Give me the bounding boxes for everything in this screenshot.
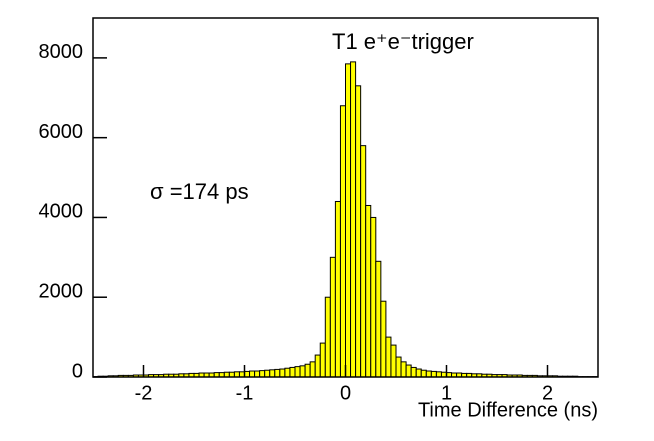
bar xyxy=(431,371,436,377)
bar xyxy=(305,364,310,377)
bar xyxy=(371,217,376,377)
bar xyxy=(340,106,345,377)
bar xyxy=(376,261,381,377)
y-tick-label: 6000 xyxy=(39,121,84,143)
x-tick-label: 2 xyxy=(542,382,553,404)
bar xyxy=(280,369,285,377)
x-tick-label: -1 xyxy=(236,382,254,404)
bar xyxy=(406,365,411,377)
bar xyxy=(315,355,320,377)
bar xyxy=(386,337,391,377)
bar xyxy=(325,297,330,377)
bar xyxy=(270,370,275,377)
bar xyxy=(234,372,239,377)
bar xyxy=(381,301,386,377)
x-tick-label: 0 xyxy=(340,382,351,404)
bar xyxy=(255,371,260,377)
bar xyxy=(335,201,340,377)
annotation: σ =174 ps xyxy=(150,179,249,204)
y-tick-label: 8000 xyxy=(39,41,84,63)
bar xyxy=(310,362,315,377)
bar xyxy=(351,62,356,377)
x-tick-label: -2 xyxy=(135,382,153,404)
bar xyxy=(416,369,421,377)
bar xyxy=(436,372,441,377)
bar xyxy=(361,146,366,377)
bar xyxy=(239,372,244,377)
bar xyxy=(411,367,416,377)
bar xyxy=(391,345,396,377)
bar xyxy=(260,371,265,377)
bar xyxy=(366,205,371,377)
bar xyxy=(396,357,401,377)
x-tick-label: 1 xyxy=(441,382,452,404)
bar xyxy=(245,371,250,377)
bar xyxy=(346,64,351,377)
bar xyxy=(275,369,280,377)
bar xyxy=(330,257,335,377)
y-tick-label: 2000 xyxy=(39,281,84,303)
bar xyxy=(250,371,255,377)
annotation: T1 e⁺e⁻trigger xyxy=(332,29,474,54)
bar xyxy=(421,370,426,377)
bar xyxy=(356,86,361,377)
bar xyxy=(401,362,406,377)
y-tick-label: 0 xyxy=(72,360,83,382)
bar xyxy=(285,368,290,377)
bar xyxy=(426,371,431,377)
bar xyxy=(290,367,295,377)
bar xyxy=(265,370,270,377)
bar xyxy=(320,343,325,377)
bar xyxy=(300,366,305,377)
bar xyxy=(295,367,300,377)
y-tick-label: 4000 xyxy=(39,201,84,223)
